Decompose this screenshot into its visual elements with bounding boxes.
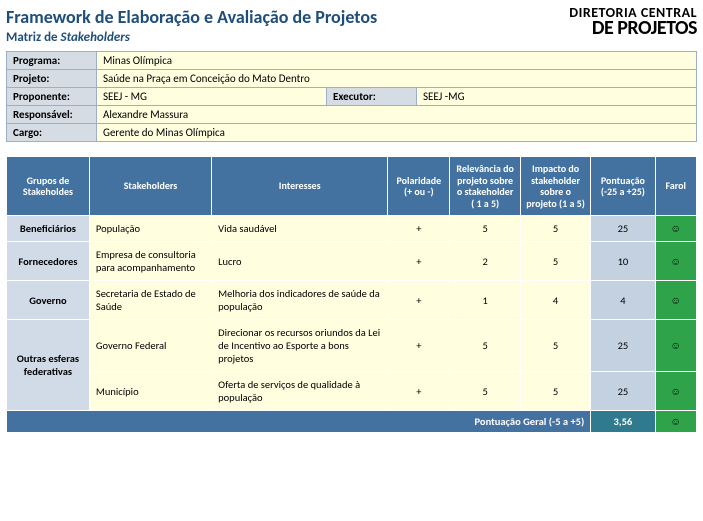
cell-farol-icon: ☺	[655, 242, 697, 281]
cell-grupo: Beneficiários	[7, 216, 90, 242]
table-row: MunicípioOferta de serviços de qualidade…	[7, 372, 697, 411]
col-impacto: Impacto do stakeholder sobre o projeto (…	[520, 157, 590, 216]
executor-label: Executor:	[327, 88, 417, 106]
table-row: GovernoSecretaria de Estado de SaúdeMelh…	[7, 281, 697, 320]
cell-farol-icon: ☺	[655, 372, 697, 411]
cell-relevancia: 5	[450, 320, 520, 372]
col-stakeholders: Stakeholders	[89, 157, 211, 216]
cell-polaridade: +	[388, 216, 450, 242]
cell-stakeholder: Secretaria de Estado de Saúde	[89, 281, 211, 320]
cell-impacto: 5	[520, 372, 590, 411]
cell-farol-icon: ☺	[655, 320, 697, 372]
cell-impacto: 5	[520, 242, 590, 281]
cell-interesse: Lucro	[212, 242, 388, 281]
col-interesses: Interesses	[212, 157, 388, 216]
responsavel-value: Alexandre Massura	[97, 106, 697, 124]
cell-stakeholder: Empresa de consultoria para acompanhamen…	[89, 242, 211, 281]
stakeholder-matrix: Grupos de Stakeholdes Stakeholders Inter…	[6, 156, 697, 433]
cell-pontuacao: 10	[591, 242, 655, 281]
subtitle-prefix: Matriz de	[6, 30, 61, 45]
subtitle-italic: Stakeholders	[61, 30, 130, 45]
cell-impacto: 5	[520, 320, 590, 372]
cell-polaridade: +	[388, 372, 450, 411]
proponente-value: SEEJ - MG	[97, 88, 327, 106]
cell-grupo: Governo	[7, 281, 90, 320]
brand-line-bottom: DE PROJETOS	[569, 19, 697, 38]
cell-interesse: Direcionar os recursos oriundos da Lei d…	[212, 320, 388, 372]
footer-label: Pontuação Geral (-5 a +5)	[7, 411, 591, 433]
cargo-value: Gerente do Minas Olímpica	[97, 124, 697, 142]
cell-pontuacao: 25	[591, 372, 655, 411]
cell-relevancia: 2	[450, 242, 520, 281]
col-polaridade: Polaridade (+ ou -)	[388, 157, 450, 216]
cell-interesse: Melhoria dos indicadores de saúde da pop…	[212, 281, 388, 320]
cell-grupo: Fornecedores	[7, 242, 90, 281]
cell-stakeholder: População	[89, 216, 211, 242]
cell-interesse: Oferta de serviços de qualidade à popula…	[212, 372, 388, 411]
projeto-value: Saúde na Praça em Conceição do Mato Dent…	[97, 70, 697, 88]
page-title: Framework de Elaboração e Avaliação de P…	[6, 6, 377, 28]
col-grupos: Grupos de Stakeholdes	[7, 157, 90, 216]
executor-value: SEEJ -MG	[417, 88, 697, 106]
cell-pontuacao: 4	[591, 281, 655, 320]
cell-relevancia: 5	[450, 216, 520, 242]
table-row: Outras esferas federativasGoverno Federa…	[7, 320, 697, 372]
cell-farol-icon: ☺	[655, 281, 697, 320]
col-relevancia: Relevância do projeto sobre o stakeholde…	[450, 157, 520, 216]
cell-impacto: 5	[520, 216, 590, 242]
cell-farol-icon: ☺	[655, 216, 697, 242]
cell-relevancia: 1	[450, 281, 520, 320]
proponente-label: Proponente:	[7, 88, 97, 106]
responsavel-label: Responsável:	[7, 106, 97, 124]
cell-pontuacao: 25	[591, 320, 655, 372]
footer-farol-icon: ☺	[655, 411, 697, 433]
meta-table: Programa: Minas Olímpica Projeto: Saúde …	[6, 51, 697, 142]
cell-stakeholder: Governo Federal	[89, 320, 211, 372]
table-row: BeneficiáriosPopulaçãoVida saudável+5525…	[7, 216, 697, 242]
programa-value: Minas Olímpica	[97, 52, 697, 70]
footer-score: 3,56	[591, 411, 655, 433]
brand-logo: DIRETORIA CENTRAL DE PROJETOS	[569, 6, 697, 38]
cell-polaridade: +	[388, 281, 450, 320]
col-pontuacao: Pontuação (-25 a +25)	[591, 157, 655, 216]
cell-polaridade: +	[388, 320, 450, 372]
cell-grupo: Outras esferas federativas	[7, 320, 90, 411]
projeto-label: Projeto:	[7, 70, 97, 88]
cargo-label: Cargo:	[7, 124, 97, 142]
cell-polaridade: +	[388, 242, 450, 281]
cell-relevancia: 5	[450, 372, 520, 411]
programa-label: Programa:	[7, 52, 97, 70]
cell-pontuacao: 25	[591, 216, 655, 242]
table-row: FornecedoresEmpresa de consultoria para …	[7, 242, 697, 281]
col-farol: Farol	[655, 157, 697, 216]
cell-stakeholder: Município	[89, 372, 211, 411]
cell-impacto: 4	[520, 281, 590, 320]
cell-interesse: Vida saudável	[212, 216, 388, 242]
page-subtitle: Matriz de Stakeholders	[6, 30, 377, 45]
